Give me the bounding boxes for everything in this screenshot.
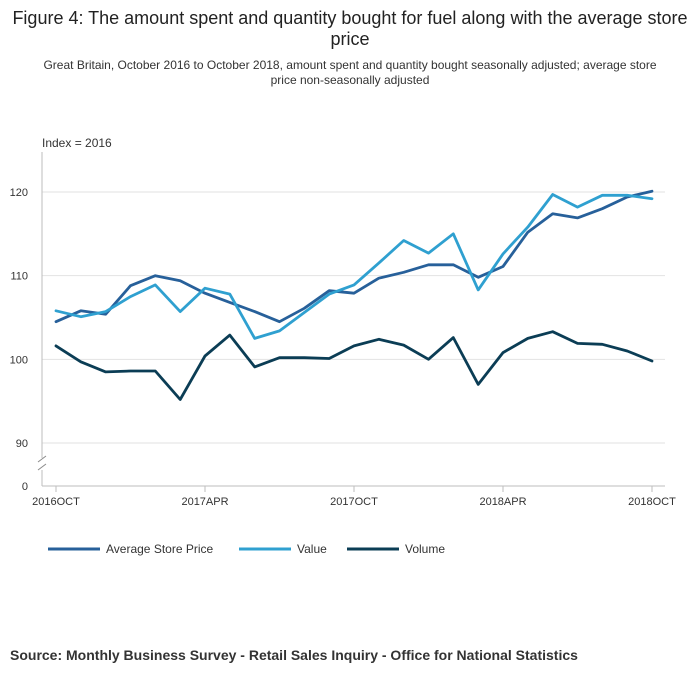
x-tick-label: 2018APR — [479, 496, 526, 508]
y-axis-label: Index = 2016 — [42, 136, 112, 150]
y-tick-label: 120 — [10, 187, 28, 199]
source-note: Source: Monthly Business Survey - Retail… — [10, 647, 578, 663]
x-tick-label: 2017OCT — [330, 496, 378, 508]
axis-break-mark — [37, 463, 47, 471]
series-line-volume — [54, 330, 654, 401]
legend-label: Average Store Price — [106, 542, 213, 556]
line-chart: Index = 2016 0 90 100 110 120 2016OCT 2017APR 20… — [10, 136, 676, 556]
y-tick-label: 110 — [10, 271, 28, 283]
axis-break-mark — [37, 455, 47, 463]
chart-title: Figure 4: The amount spent and quantity … — [12, 8, 688, 49]
series-line-value — [54, 193, 654, 340]
chart-subtitle: Great Britain, October 2016 to October 2… — [43, 58, 657, 87]
x-tick-label: 2017APR — [181, 496, 228, 508]
legend-label: Value — [297, 542, 327, 556]
x-tick-label: 2016OCT — [32, 496, 80, 508]
series-line-average-store-price — [54, 189, 654, 324]
y-tick-label: 100 — [10, 354, 28, 366]
y-tick-label: 0 — [22, 481, 28, 493]
y-tick-label: 90 — [16, 438, 28, 450]
x-tick-label: 2018OCT — [628, 496, 676, 508]
legend-label: Volume — [405, 542, 445, 556]
